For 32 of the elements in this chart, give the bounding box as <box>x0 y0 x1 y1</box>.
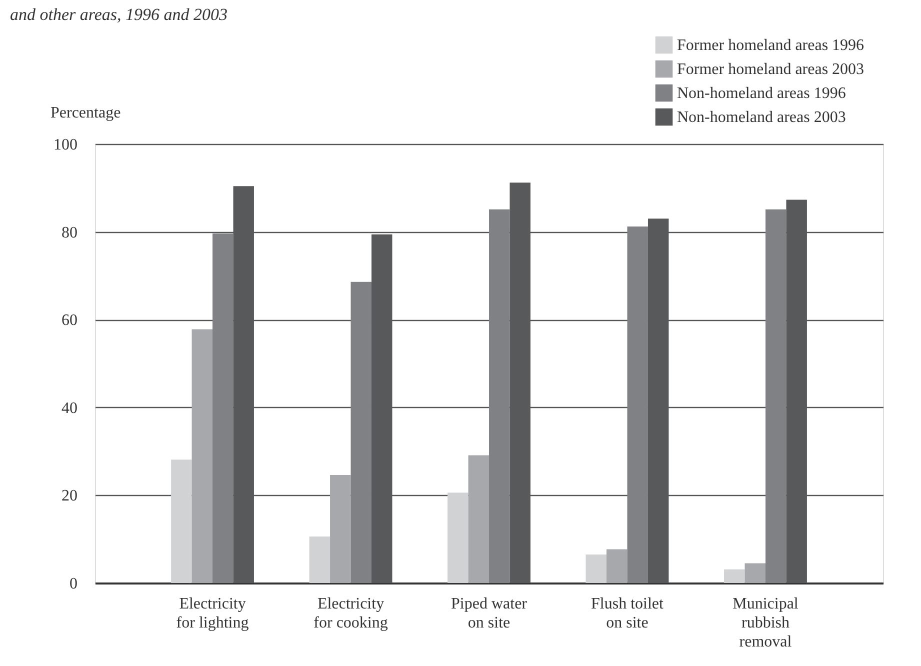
y-tick-label: 80 <box>62 224 78 242</box>
x-tick-label: Piped water on site <box>451 596 528 632</box>
y-tick-label: 60 <box>62 312 78 330</box>
y-tick-label: 100 <box>54 136 78 154</box>
bar <box>765 209 786 583</box>
bar <box>468 455 489 583</box>
x-tick-label: Electricity for lighting <box>176 596 249 632</box>
x-tick-label: Electricity for cooking <box>314 596 388 632</box>
bar <box>171 460 192 583</box>
legend-label: Non-homeland areas 2003 <box>677 109 846 126</box>
y-tick-label: 0 <box>70 576 78 592</box>
bar <box>627 226 648 583</box>
legend-label: Non-homeland areas 1996 <box>677 85 846 102</box>
bar <box>606 549 628 583</box>
bar <box>330 475 351 583</box>
legend-label: Former homeland areas 2003 <box>677 61 864 78</box>
y-axis-title: Percentage <box>50 104 121 122</box>
chart-title: and other areas, 1996 and 2003 <box>10 5 228 24</box>
legend-label: Former homeland areas 1996 <box>677 37 864 54</box>
x-tick-label: Flush toilet on site <box>591 596 664 632</box>
bar <box>192 329 213 583</box>
bar <box>489 209 510 583</box>
x-tick-label: Municipal rubbish removal <box>732 596 799 650</box>
bar <box>744 563 766 583</box>
y-tick-label: 20 <box>62 488 78 505</box>
y-tick-label: 40 <box>62 400 78 417</box>
bar <box>448 492 468 583</box>
bar <box>309 536 330 583</box>
bar <box>724 569 745 583</box>
bar <box>212 234 234 583</box>
bar <box>350 282 372 583</box>
bar <box>586 554 607 583</box>
